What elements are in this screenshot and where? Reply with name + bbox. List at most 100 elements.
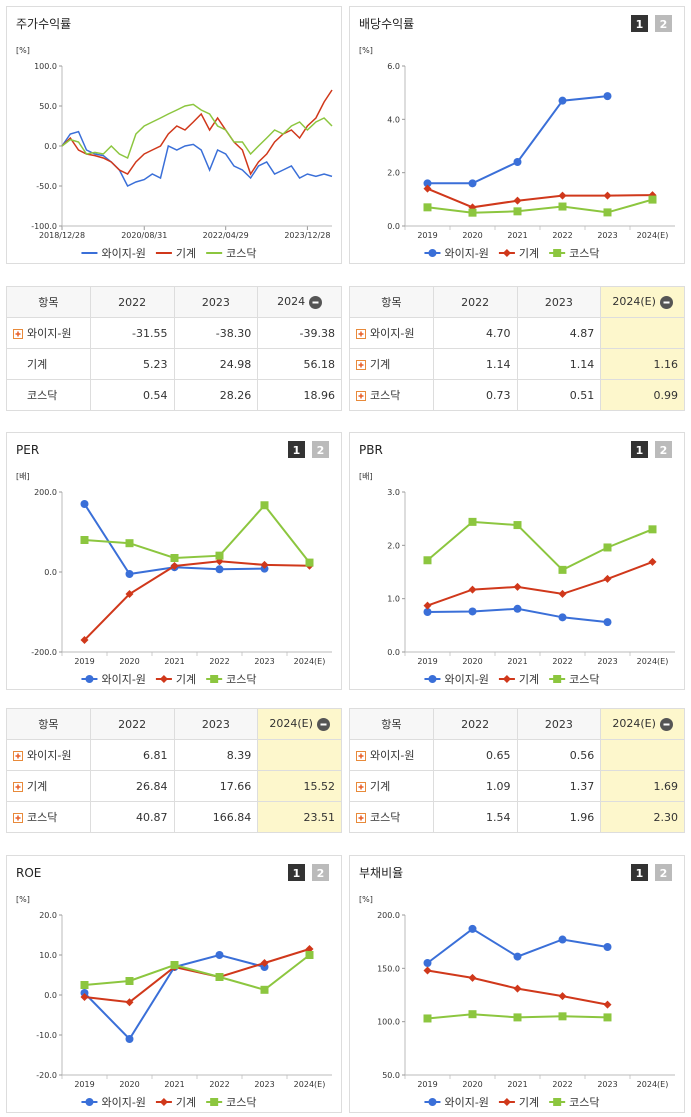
table-panel: 항목 2022 2023 2024 와이지-원 -31.55 -38.30 -39.38 기계 5… [6,286,342,411]
value-cell: 8.39 [173,739,259,771]
tab-button[interactable]: 2 [312,864,329,881]
value-cell: 1.14 [432,348,518,380]
table-panel: 항목 2022 2023 2024(E) 와이지-원 0.65 0.56 기계 1.09 1.37… [349,708,685,833]
y-tick-label: 20.0 [39,911,57,920]
value-cell: 1.14 [516,348,602,380]
expand-icon[interactable] [356,813,366,823]
point [558,96,567,105]
expand-icon[interactable] [13,329,23,339]
tab-button-label: 2 [660,18,668,31]
chart-panel: 주가수익률 [%] 2018/12/28 2020/08/31 2022/04/29 20… [6,6,342,264]
collapse-icon[interactable] [309,295,323,309]
header-text: 항목 [381,718,402,731]
point [125,539,134,548]
expand-icon[interactable] [356,329,366,339]
y-tick-label: -200.0 [31,648,57,657]
point [558,1012,567,1021]
expand-icon[interactable] [356,751,366,761]
chart-title: 배당수익률 [359,17,414,31]
header-text: 2023 [201,717,230,731]
header-text: 2022 [118,717,147,731]
collapse-icon[interactable] [316,717,330,731]
point [125,590,134,598]
tab-button-label: 2 [660,867,668,880]
tab-button[interactable]: 1 [288,441,305,458]
series-line [426,520,653,572]
tab-button-label: 1 [636,867,644,880]
row-label: 기계 [349,770,434,802]
collapse-icon[interactable] [659,717,673,731]
point [80,993,89,1001]
chart-title: PBR [359,443,383,457]
y-tick-label: 6.0 [387,62,400,71]
header-text: 2023 [544,295,573,309]
point [428,1098,437,1106]
expand-icon[interactable] [356,360,366,370]
point [558,191,567,200]
x-tick-label: 2021 [164,1080,184,1089]
row-label: 코스닥 [349,379,434,411]
expand-icon[interactable] [13,751,23,761]
header-cell: 2022 [432,708,518,740]
point [468,1010,477,1019]
tab-button[interactable]: 1 [288,864,305,881]
row-label-text: 기계 [27,780,48,793]
tab-button[interactable]: 1 [631,441,648,458]
point [428,675,437,683]
legend-label: 기계 [519,673,539,686]
header-text: 2024 [277,295,306,309]
legend-item: 와이지-원 [81,673,146,686]
chart: PBR 1 2 [배] 2019 2020 2021 2022 2023 2024(E) 0.0 1.… [349,432,685,690]
tab-button-bg [288,441,305,458]
y-unit: [%] [359,895,373,904]
y-tick-label: 100.0 [34,62,57,71]
x-tick-label: 2018/12/28 [39,231,85,240]
tab-button-bg [655,15,672,32]
legend-item: 와이지-원 [424,247,489,260]
x-tick-label: 2023 [254,1080,274,1089]
data-table: 항목 2022 2023 2024(E) 와이지-원 0.65 0.56 기계 1.09 1.37… [349,708,685,833]
series-line [427,560,653,607]
series-line [427,198,653,214]
value-cell: 0.73 [432,379,518,411]
header-row: 항목 2022 2023 2024(E) [6,708,342,740]
tab-button[interactable]: 2 [655,441,672,458]
row-label-text: 와이지-원 [370,327,415,340]
tab-button[interactable]: 2 [655,864,672,881]
point [170,961,179,969]
header-text: 항목 [38,296,59,309]
tab-button[interactable]: 1 [631,864,648,881]
table-panel: 항목 2022 2023 2024(E) 와이지-원 6.81 8.39 기계 26.84 17.… [6,708,342,833]
header-row: 항목 2022 2023 2024(E) [349,708,685,740]
tab-button[interactable]: 1 [631,15,648,32]
value-cell: 1.96 [516,801,602,833]
point [260,985,269,994]
point [648,557,657,566]
row-label: 코스닥 [6,379,91,411]
x-tick-label: 2022 [552,231,572,240]
tab-button[interactable]: 2 [655,15,672,32]
expand-icon[interactable] [13,782,23,792]
legend-label: 와이지-원 [444,1096,488,1109]
collapse-icon[interactable] [659,295,673,309]
point [553,675,562,683]
point [558,589,567,598]
chart-panel: 배당수익률 1 2 [%] 2019 2020 2021 2022 2023 2024(E) 0.0… [349,6,685,264]
row-label-text: 기계 [370,780,391,793]
point [648,195,657,204]
y-tick-label: 0.0 [44,991,57,1000]
value-cell: 23.51 [257,801,342,833]
x-tick-label: 2024(E) [637,231,669,240]
point [558,613,567,622]
x-tick-label: 2021 [507,1080,527,1089]
point [468,585,477,594]
tab-button[interactable]: 2 [312,441,329,458]
point [648,525,657,534]
point [603,1000,612,1009]
expand-icon[interactable] [356,391,366,401]
expand-icon[interactable] [356,782,366,792]
point [210,675,219,683]
header-row: 항목 2022 2023 2024 [6,286,342,318]
point [125,1035,134,1043]
expand-icon[interactable] [13,813,23,823]
